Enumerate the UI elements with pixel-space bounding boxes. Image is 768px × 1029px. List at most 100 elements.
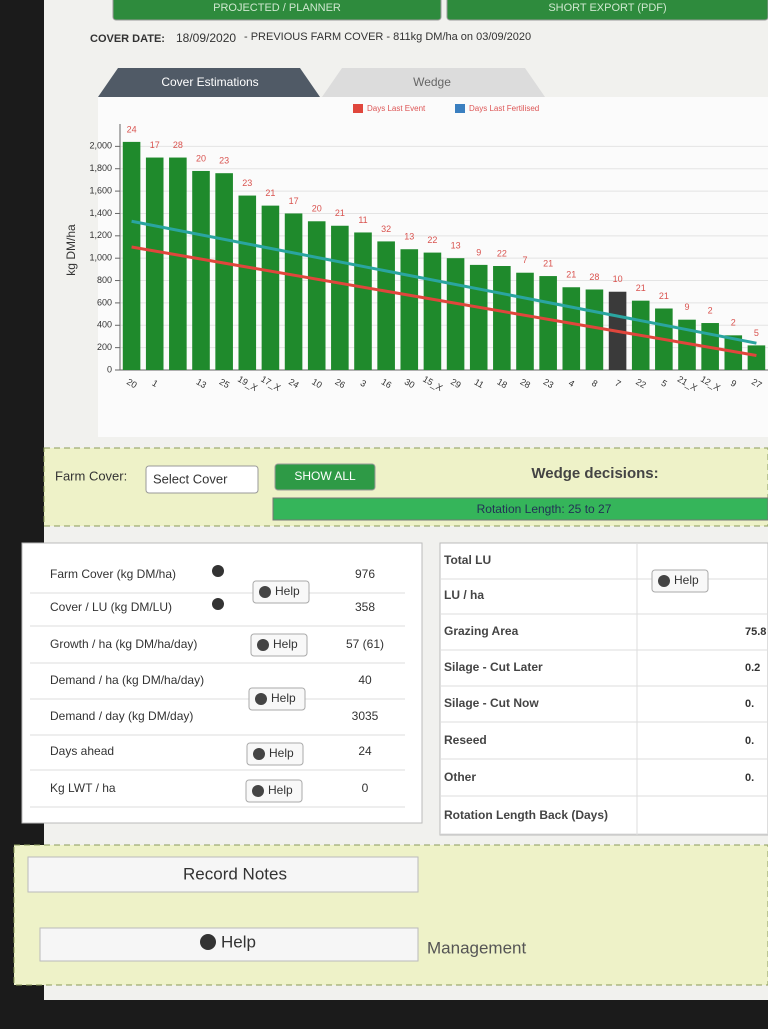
x-tick-label: 25	[218, 377, 232, 391]
help-label: Help	[275, 584, 300, 598]
help-label: Help	[269, 746, 294, 760]
bar	[122, 141, 141, 370]
bar	[284, 213, 303, 370]
days-label: 24	[127, 124, 137, 134]
cover-date-label: COVER DATE:	[90, 33, 165, 45]
x-tick-label: 22	[634, 377, 648, 391]
bar	[238, 195, 257, 370]
days-label: 9	[476, 247, 481, 257]
bar	[423, 252, 442, 370]
days-label: 28	[173, 140, 183, 150]
farm-cover-label: Farm Cover:	[55, 468, 127, 483]
days-label: 2	[708, 305, 713, 315]
y-tick-label: 1,600	[89, 185, 112, 195]
days-label: 22	[497, 248, 507, 258]
cover-date: 18/09/2020	[176, 31, 236, 45]
row-label: Silage - Cut Later	[444, 660, 543, 674]
row-value: 40	[358, 673, 372, 687]
days-label: 21	[543, 258, 553, 268]
bar	[307, 221, 326, 370]
row-label: Silage - Cut Now	[444, 696, 539, 710]
select-label: Select Cover	[153, 471, 228, 486]
x-tick-label: 20	[125, 377, 139, 391]
bar	[400, 249, 419, 370]
show-all-button[interactable]	[274, 463, 376, 491]
row-label: Grazing Area	[444, 624, 519, 638]
y-tick-label: 800	[97, 275, 112, 285]
days-label: 21	[335, 208, 345, 218]
tab-label: Cover Estimations	[161, 75, 258, 89]
y-tick-label: 2,000	[89, 141, 112, 151]
row-value: 0	[362, 781, 369, 795]
tab[interactable]	[322, 68, 545, 97]
days-label: 2	[731, 318, 736, 328]
row-label: Demand / ha (kg DM/ha/day)	[50, 673, 204, 687]
bar	[377, 241, 395, 370]
row-value: 3035	[352, 709, 379, 723]
bar	[192, 170, 210, 370]
help-label: Help	[674, 573, 699, 587]
row-value: 0.2	[745, 662, 760, 674]
x-tick-label: 7	[613, 378, 622, 389]
y-tick-label: 600	[97, 297, 112, 307]
days-label: 9	[684, 302, 689, 312]
days-label: 5	[754, 328, 759, 338]
days-label: 13	[404, 232, 414, 242]
info-icon	[259, 586, 271, 598]
days-label: 23	[242, 178, 252, 188]
tab-label: Wedge	[413, 75, 451, 89]
x-tick-label: 29	[449, 377, 463, 391]
days-label: 17	[289, 196, 299, 206]
row-value: 358	[355, 600, 375, 614]
bar	[539, 276, 557, 370]
bar	[354, 232, 372, 370]
row-value: 0.	[745, 698, 754, 710]
row-value: 976	[355, 567, 375, 581]
days-label: 7	[522, 255, 527, 265]
y-tick-label: 1,400	[89, 208, 112, 218]
x-tick-label: 1	[150, 378, 159, 389]
days-label: 21	[659, 291, 669, 301]
right-panel	[439, 542, 768, 836]
legend-swatch	[353, 104, 363, 113]
record-notes-box[interactable]	[27, 856, 419, 893]
y-tick-label: 0	[107, 364, 112, 374]
help-box[interactable]	[39, 927, 419, 962]
bar	[215, 173, 233, 370]
show-all-button-label: SHOW ALL	[294, 469, 356, 483]
select-box[interactable]	[145, 465, 259, 494]
rotation-label: Rotation Length: 25 to 27	[477, 502, 612, 516]
help-label: Help	[271, 691, 296, 705]
days-label: 11	[358, 215, 367, 225]
bar	[516, 272, 534, 370]
header-button[interactable]	[112, 0, 442, 21]
y-tick-label: 1,000	[89, 253, 112, 263]
info-icon	[252, 785, 264, 797]
days-label: 17	[150, 140, 160, 150]
days-label: 20	[312, 204, 322, 214]
info-icon	[200, 934, 216, 950]
help-label: Help	[221, 932, 256, 951]
x-tick-label: 24	[287, 377, 301, 391]
days-label: 32	[381, 224, 391, 234]
info-icon	[253, 748, 265, 760]
days-label: 21	[265, 188, 275, 198]
tab-active[interactable]	[98, 68, 320, 97]
header-button-label: PROJECTED / PLANNER	[213, 2, 341, 14]
bar	[446, 258, 465, 370]
x-tick-label: 4	[567, 378, 576, 389]
x-tick-label: 18	[495, 377, 509, 391]
legend-label: Days Last Event	[367, 104, 426, 113]
info-icon	[255, 693, 267, 705]
bar	[261, 205, 280, 370]
row-label: Reseed	[444, 733, 487, 747]
trend-line	[131, 245, 757, 357]
days-label: 23	[219, 156, 229, 166]
header-button[interactable]	[446, 0, 768, 21]
legend-label: Days Last Fertilised	[469, 104, 539, 113]
y-axis-title: kg DM/ha	[64, 224, 78, 276]
x-tick-label: 23	[542, 377, 556, 391]
x-tick-label: 16	[380, 377, 394, 391]
row-label: Kg LWT / ha	[50, 781, 116, 795]
